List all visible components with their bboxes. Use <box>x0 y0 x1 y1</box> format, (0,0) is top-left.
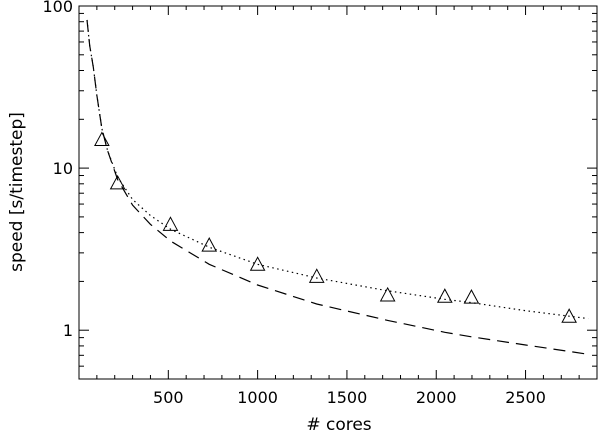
x-tick-label: 2000 <box>416 388 457 407</box>
data-point-triangle <box>201 237 218 252</box>
axes: 500 1000 1500 2000 2500 1 10 100 <box>42 0 598 407</box>
x-tick-label: 1000 <box>237 388 278 407</box>
x-axis-label: # cores <box>306 415 371 435</box>
series-line-dotted <box>86 19 589 320</box>
data-point-triangle <box>162 216 179 231</box>
x-tick-label: 2500 <box>505 388 546 407</box>
x-tick-label: 500 <box>153 388 184 407</box>
y-tick-label: 100 <box>42 0 73 16</box>
data-point-triangle <box>561 308 577 323</box>
x-tick-label: 1500 <box>327 388 368 407</box>
data-point-triangle <box>249 256 266 271</box>
data-point-triangle <box>109 174 126 190</box>
data-point-triangle <box>94 131 110 147</box>
data-point-triangle <box>379 286 396 302</box>
y-tick-label: 1 <box>63 321 73 340</box>
data-point-triangle <box>308 268 325 283</box>
plot-frame <box>78 5 598 380</box>
y-axis-label: speed [s/timestep] <box>7 112 27 272</box>
series-line-dashed <box>86 19 589 355</box>
data-point-triangle <box>436 288 453 303</box>
data-point-triangle <box>463 289 480 304</box>
y-tick-label: 10 <box>53 159 73 178</box>
chart-marks <box>86 19 589 355</box>
